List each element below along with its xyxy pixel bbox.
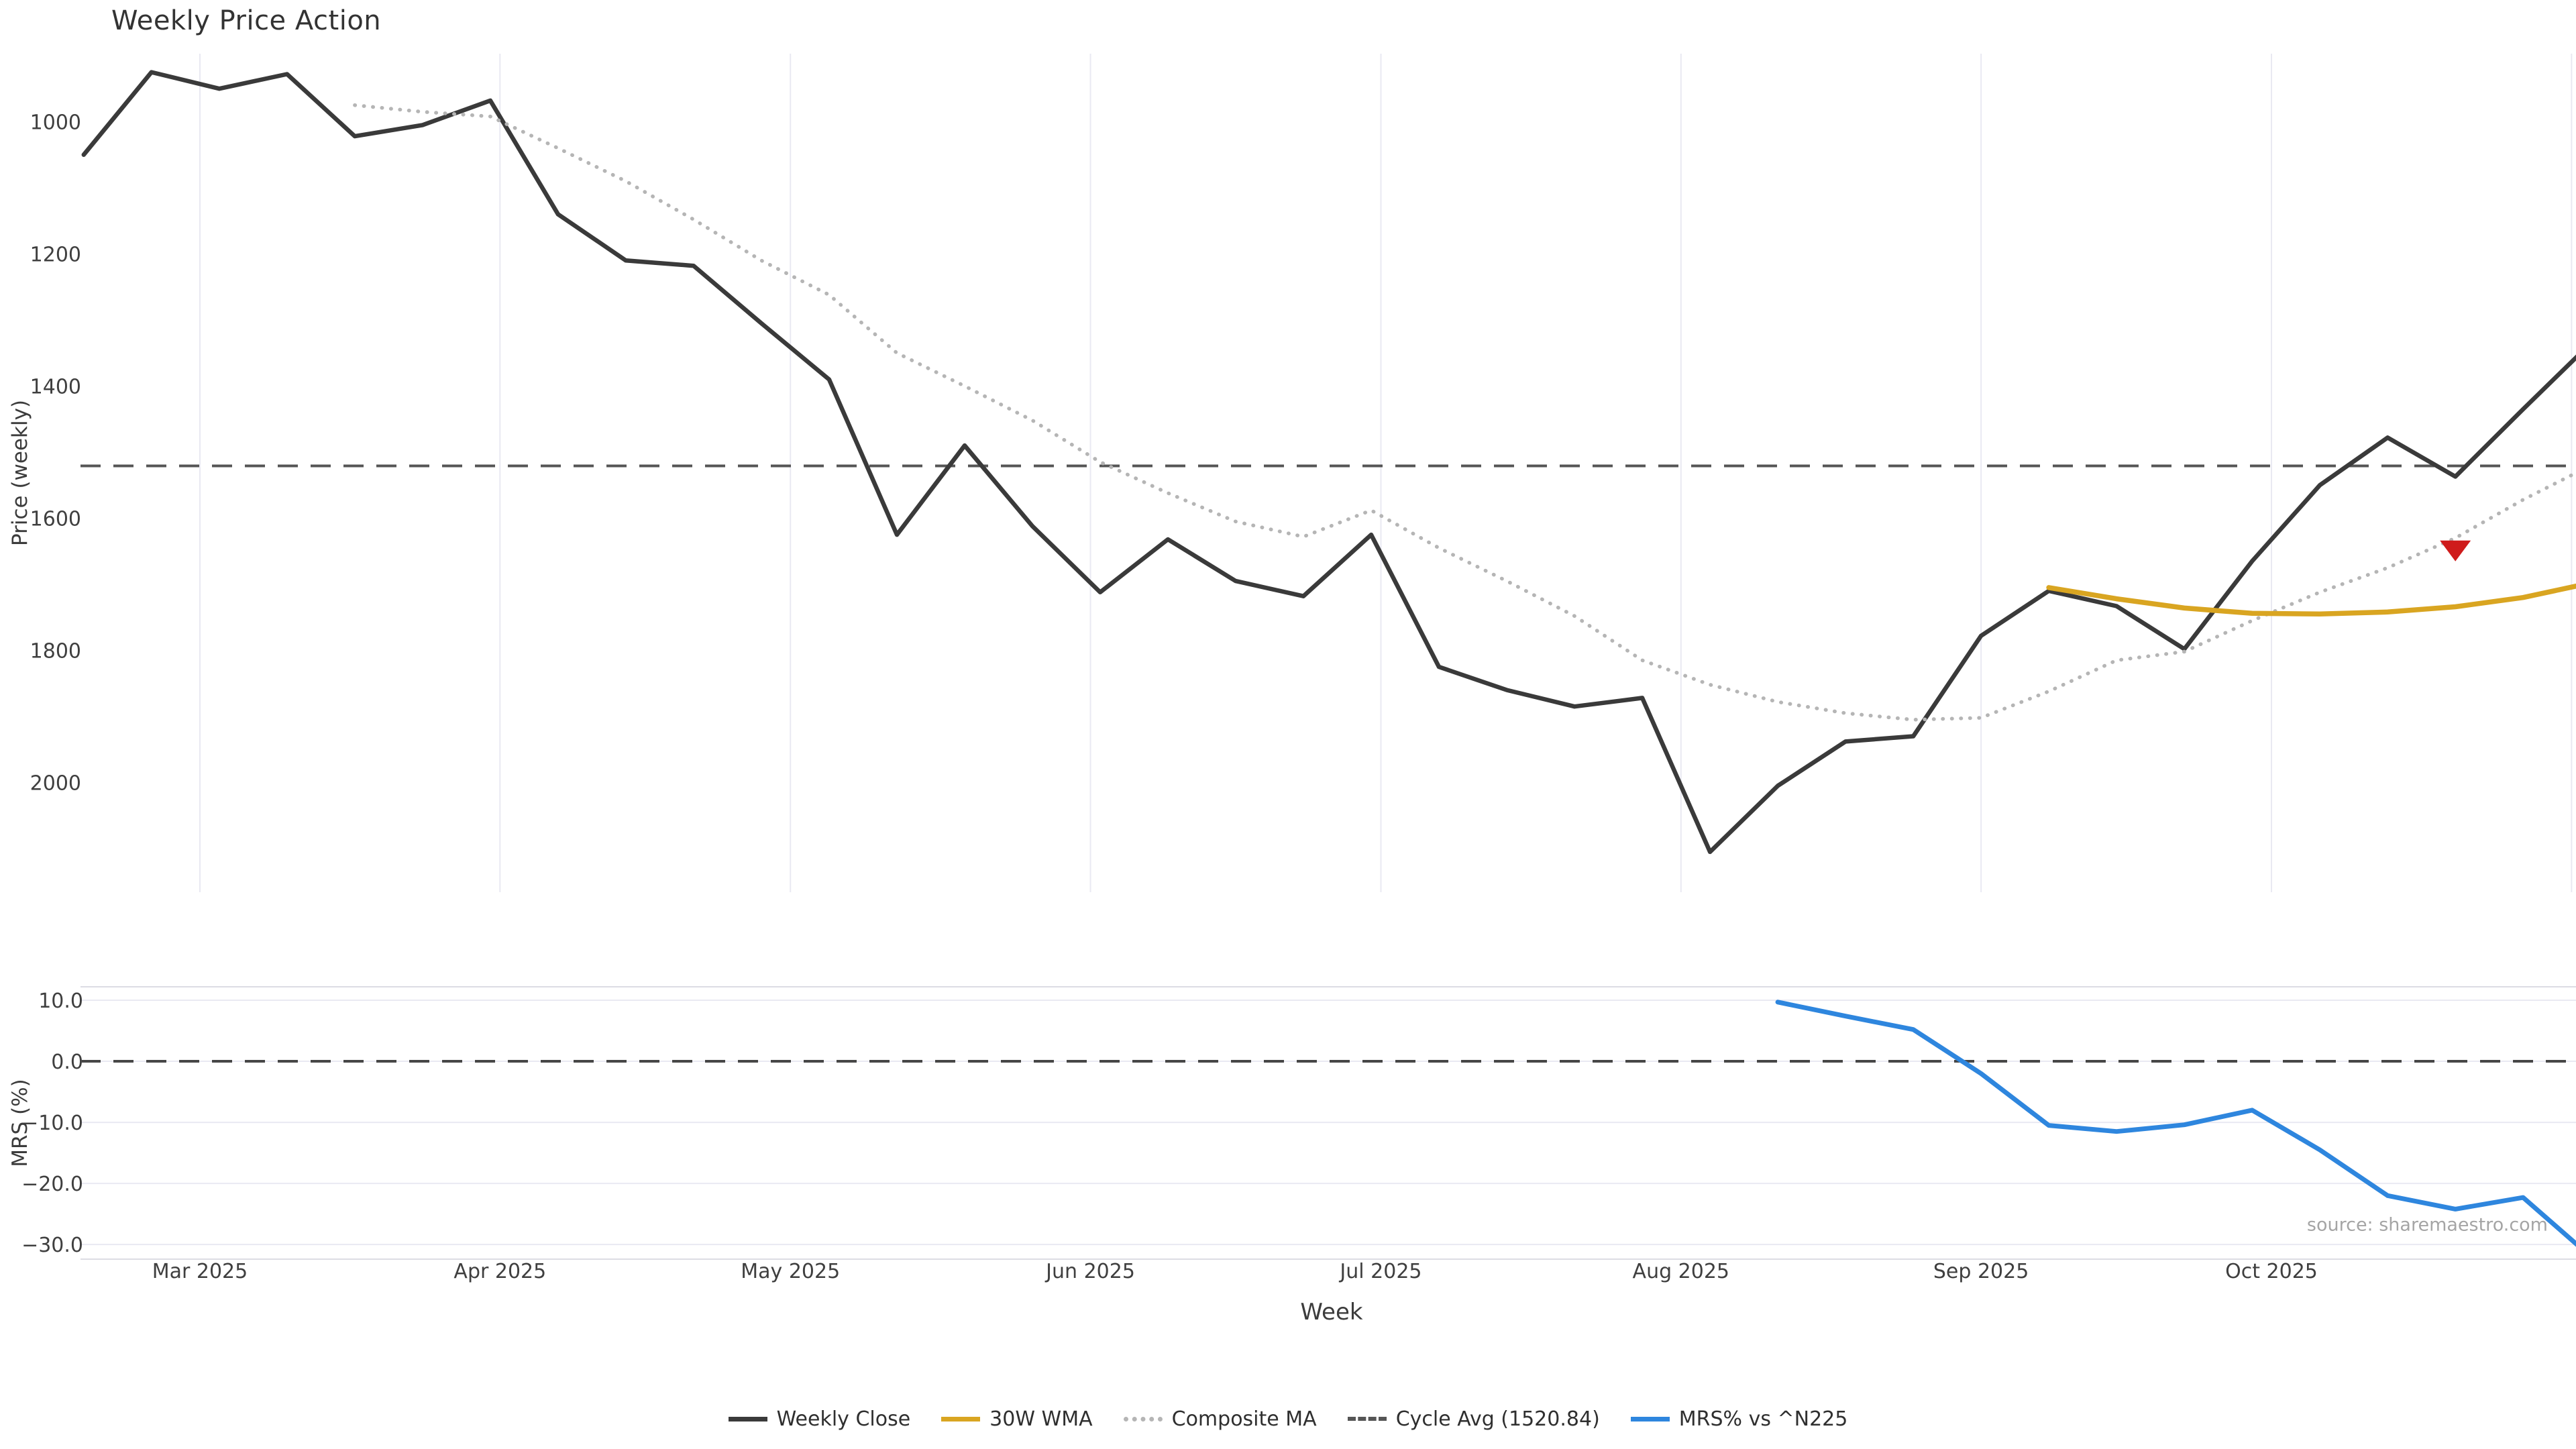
weekly-close-line-swatch-icon xyxy=(728,1416,767,1421)
x-tick-label: Mar 2025 xyxy=(152,1260,248,1283)
legend-label: Cycle Avg (1520.84) xyxy=(1395,1407,1600,1431)
y-tick-label: 10.0 xyxy=(38,989,83,1013)
legend-label: 30W WMA xyxy=(989,1407,1093,1431)
legend-item-weekly-close: Weekly Close xyxy=(728,1407,911,1431)
sell-signal-marker-icon xyxy=(2440,540,2471,561)
legend-item-composite-ma: Composite MA xyxy=(1123,1407,1317,1431)
source-attribution: source: sharemaestro.com xyxy=(2306,1214,2548,1236)
y-tick-label: 1000 xyxy=(30,111,81,134)
y-tick-label: −30.0 xyxy=(21,1234,83,1257)
x-tick-label: Jul 2025 xyxy=(1338,1260,1421,1283)
legend-item-cycle-avg: Cycle Avg (1520.84) xyxy=(1347,1407,1600,1431)
x-tick-label: Apr 2025 xyxy=(453,1260,546,1283)
series-30w-wma xyxy=(2046,583,2576,617)
legend: Weekly Close 30W WMA Composite MA Cycle … xyxy=(0,1402,2576,1436)
legend-item-mrs: MRS% vs ^N225 xyxy=(1630,1407,1848,1431)
wma-line-swatch-icon xyxy=(941,1416,981,1421)
y-tick-label: 0.0 xyxy=(51,1051,83,1074)
legend-label: MRS% vs ^N225 xyxy=(1678,1407,1848,1431)
series-mrs-vs-n225 xyxy=(1775,1000,2576,1247)
y-tick-label: 1400 xyxy=(30,375,81,398)
week-axis-label: Week xyxy=(1300,1299,1363,1326)
x-tick-label: Aug 2025 xyxy=(1633,1260,1729,1283)
x-tick-label: Oct 2025 xyxy=(2225,1260,2318,1283)
x-tick-label: Jun 2025 xyxy=(1044,1260,1135,1283)
y-tick-label: 1800 xyxy=(30,639,81,663)
legend-label: Weekly Close xyxy=(776,1407,911,1431)
y-tick-label: 1600 xyxy=(30,507,81,531)
series-weekly-close xyxy=(81,70,2576,855)
y-tick-label: 1200 xyxy=(30,243,81,266)
x-tick-label: Sep 2025 xyxy=(1933,1260,2029,1283)
price-axis-label: Price (weekly) xyxy=(8,399,32,547)
mrs-axis-label: MRS (%) xyxy=(8,1079,32,1167)
cycle-avg-dashed-swatch-icon xyxy=(1347,1417,1387,1421)
legend-item-30w-wma: 30W WMA xyxy=(941,1407,1093,1431)
series-composite-ma xyxy=(353,103,2576,722)
chart-title: Weekly Price Action xyxy=(111,5,382,36)
y-tick-label: −20.0 xyxy=(21,1173,83,1196)
composite-ma-dotted-swatch-icon xyxy=(1123,1416,1163,1421)
y-tick-label: −10.0 xyxy=(21,1112,83,1135)
x-tick-label: May 2025 xyxy=(741,1260,840,1283)
mrs-line-swatch-icon xyxy=(1630,1416,1670,1421)
legend-label: Composite MA xyxy=(1171,1407,1317,1431)
y-tick-label: 2000 xyxy=(30,771,81,795)
